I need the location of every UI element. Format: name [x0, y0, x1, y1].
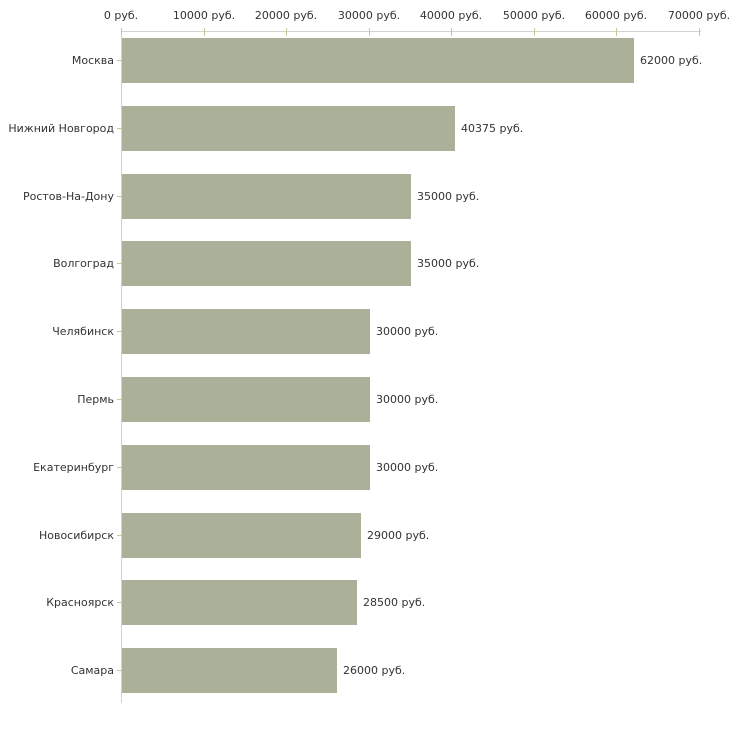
- category-label: Москва: [71, 54, 114, 67]
- category-label: Челябинск: [52, 325, 114, 338]
- bar: [122, 580, 357, 625]
- x-axis-tick-label: 40000 руб.: [419, 9, 483, 22]
- category-label: Красноярск: [46, 596, 114, 609]
- bar-value-label: 29000 руб.: [367, 529, 430, 542]
- x-axis-tick-label: 70000 руб.: [667, 9, 730, 22]
- bar: [122, 309, 370, 354]
- y-axis-tick: [117, 467, 122, 468]
- bar-value-label: 35000 руб.: [417, 257, 480, 270]
- y-axis-tick: [117, 128, 122, 129]
- bar-value-label: 30000 руб.: [376, 325, 439, 338]
- category-label: Самара: [70, 664, 114, 677]
- x-axis-tick-label: 50000 руб.: [502, 9, 566, 22]
- bar-value-label: 35000 руб.: [417, 190, 480, 203]
- x-axis-tick: [286, 28, 287, 36]
- y-axis-tick: [117, 670, 122, 671]
- y-axis-tick: [117, 60, 122, 61]
- category-label: Нижний Новгород: [8, 122, 114, 135]
- x-axis-tick: [204, 28, 205, 36]
- bar: [122, 38, 634, 83]
- x-axis-tick-label: 10000 руб.: [172, 9, 236, 22]
- x-axis-tick: [699, 28, 700, 36]
- bar: [122, 648, 337, 693]
- y-axis-tick: [117, 535, 122, 536]
- bar-value-label: 26000 руб.: [343, 664, 406, 677]
- bar: [122, 174, 411, 219]
- category-label: Ростов-На-Дону: [22, 190, 114, 203]
- bar-value-label: 30000 руб.: [376, 461, 439, 474]
- bar: [122, 445, 370, 490]
- y-axis-tick: [117, 196, 122, 197]
- x-axis-tick: [534, 28, 535, 36]
- bar-value-label: 62000 руб.: [640, 54, 703, 67]
- bar-value-label: 28500 руб.: [363, 596, 426, 609]
- category-label: Екатеринбург: [33, 461, 114, 474]
- category-label: Волгоград: [53, 257, 114, 270]
- x-axis-tick-label: 20000 руб.: [254, 9, 318, 22]
- x-axis-tick-label: 0 руб.: [103, 9, 139, 22]
- x-axis-tick: [616, 28, 617, 36]
- x-axis-tick: [451, 28, 452, 36]
- category-label: Новосибирск: [38, 529, 114, 542]
- bar: [122, 377, 370, 422]
- bar-value-label: 40375 руб.: [461, 122, 524, 135]
- bar: [122, 513, 361, 558]
- bar-value-label: 30000 руб.: [376, 393, 439, 406]
- bar: [122, 106, 455, 151]
- y-axis-line: [121, 31, 122, 703]
- y-axis-tick: [117, 399, 122, 400]
- x-axis-tick: [121, 28, 122, 36]
- x-axis-tick-label: 60000 руб.: [584, 9, 648, 22]
- y-axis-tick: [117, 602, 122, 603]
- y-axis-tick: [117, 331, 122, 332]
- y-axis-tick: [117, 263, 122, 264]
- x-axis-tick: [369, 28, 370, 36]
- x-axis-tick-label: 30000 руб.: [337, 9, 401, 22]
- bar: [122, 241, 411, 286]
- x-axis-line: [121, 31, 701, 32]
- category-label: Пермь: [77, 393, 114, 406]
